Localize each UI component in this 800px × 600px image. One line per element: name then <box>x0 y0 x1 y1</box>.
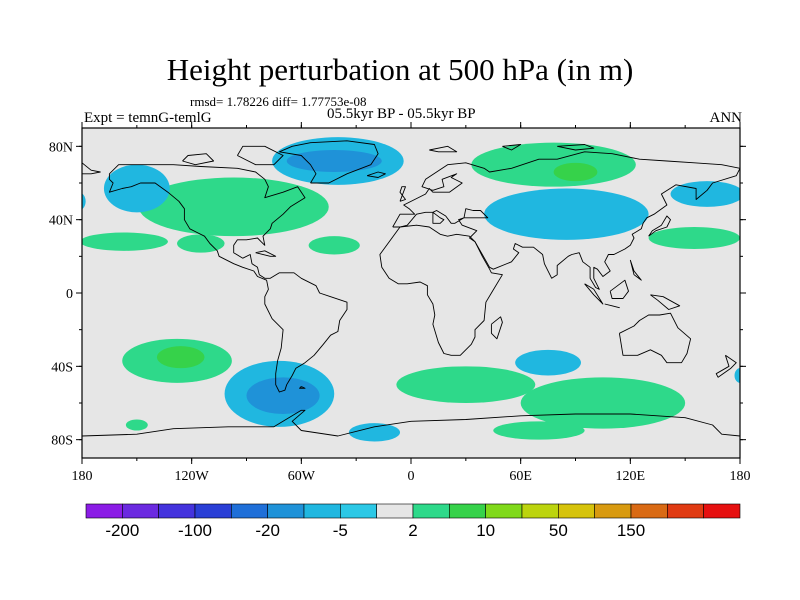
anomaly-layer <box>82 137 740 442</box>
lon-tick-label: 120E <box>616 469 646 484</box>
coastline-15 <box>399 186 406 202</box>
coastline-1 <box>278 140 379 184</box>
colorbar: -200 -100 -20 -5 2 10 50 150 <box>85 503 741 540</box>
positive-anomaly-1 <box>82 232 168 251</box>
coastline-22 <box>502 144 522 151</box>
coastline-16 <box>366 171 386 178</box>
positive-anomaly-11 <box>520 377 686 429</box>
colorbar-box-15 <box>630 503 668 519</box>
negative-anomaly-21 <box>348 423 401 442</box>
colorbar-box-6 <box>303 503 341 519</box>
negative-anomaly-16 <box>484 188 649 240</box>
colorbar-box-1 <box>122 503 159 519</box>
colorbar-label: -20 <box>255 521 280 540</box>
axis-ticks: 80N 40N 0 40S 80S 180 120W 60W 0 60E 120E 180 <box>49 122 751 484</box>
colorbar-box-12 <box>521 503 559 519</box>
negative-anomaly-18 <box>82 193 86 210</box>
coastline-19 <box>299 386 306 389</box>
coastline-21 <box>557 144 595 151</box>
positive-anomaly-5 <box>553 162 598 182</box>
colorbar-box-7 <box>340 503 377 519</box>
colorbar-label: 2 <box>408 521 417 540</box>
coastline-12 <box>648 215 671 237</box>
colorbar-box-2 <box>158 503 196 519</box>
positive-anomaly-12 <box>493 421 585 440</box>
coastline-0 <box>108 164 348 393</box>
positive-anomaly-4 <box>471 142 636 187</box>
positive-anomaly-2 <box>177 234 225 253</box>
negative-anomaly-15 <box>103 164 170 213</box>
colorbar-label: -100 <box>178 521 212 540</box>
positive-anomaly-9 <box>125 419 148 431</box>
colorbar-box-3 <box>194 503 232 519</box>
coastline-2 <box>182 153 215 166</box>
lon-tick-label: 180 <box>72 469 93 484</box>
negative-anomaly-23 <box>734 368 740 383</box>
coastline-5 <box>379 224 503 356</box>
coastline-layer <box>82 140 740 437</box>
lon-tick-label: 60E <box>509 469 532 484</box>
colorbar-box-4 <box>231 503 268 519</box>
colorbar-label: -200 <box>105 521 139 540</box>
lon-tick-label: 120W <box>175 469 210 484</box>
season-label: ANN <box>709 110 743 126</box>
colorbar-box-17 <box>703 503 741 519</box>
coastline-23 <box>429 145 458 153</box>
coastline-13 <box>629 259 642 281</box>
coastline-17 <box>255 250 277 257</box>
experiment-label: Expt = temnG-temlG <box>84 110 212 126</box>
coastline-8 <box>584 283 604 305</box>
coastline-3 <box>237 145 284 166</box>
lon-tick-label: 0 <box>408 469 415 484</box>
colorbar-label: 50 <box>549 521 568 540</box>
colorbar-box-9 <box>412 503 450 519</box>
lat-tick-label: 80S <box>51 434 73 449</box>
positive-anomaly-0 <box>138 177 329 237</box>
colorbar-label: -5 <box>333 521 348 540</box>
positive-anomaly-10 <box>396 366 536 403</box>
period-label: 05.5kyr BP - 05.5kyr BP <box>327 106 476 122</box>
colorbar-box-0 <box>85 503 123 519</box>
positive-anomaly-6 <box>648 227 740 249</box>
coastline-6 <box>618 312 692 364</box>
lat-tick-label: 40N <box>49 214 73 229</box>
negative-anomaly-17 <box>670 181 740 207</box>
lon-tick-label: 60W <box>288 469 316 484</box>
coastline-10 <box>609 279 629 299</box>
coastline-14 <box>490 316 503 340</box>
lat-tick-label: 0 <box>66 287 73 302</box>
coastline-9 <box>604 303 620 309</box>
lon-tick-label: 180 <box>730 469 751 484</box>
positive-anomaly-8 <box>156 346 205 369</box>
coastline-18 <box>82 409 740 437</box>
coastline-11 <box>650 294 681 310</box>
lat-tick-label: 80N <box>49 140 73 155</box>
lat-tick-label: 40S <box>51 360 73 375</box>
colorbar-box-13 <box>558 503 595 519</box>
colorbar-label: 10 <box>476 521 495 540</box>
colorbar-box-16 <box>667 503 704 519</box>
stats-text: rmsd= 1.78226 diff= 1.77753e-08 <box>190 94 367 109</box>
negative-anomaly-14 <box>286 150 382 172</box>
plot-title: Height perturbation at 500 hPa (in m) <box>166 52 634 87</box>
negative-anomaly-22 <box>515 349 581 376</box>
colorbar-box-11 <box>485 503 523 519</box>
coastline-20 <box>82 162 101 175</box>
colorbar-box-10 <box>449 503 486 519</box>
positive-anomaly-3 <box>308 236 360 255</box>
colorbar-box-5 <box>267 503 305 519</box>
coastline-7 <box>715 354 737 378</box>
negative-anomaly-20 <box>246 377 320 414</box>
coastline-4 <box>392 151 740 290</box>
colorbar-box-8 <box>376 503 414 519</box>
colorbar-label: 150 <box>617 521 645 540</box>
colorbar-box-14 <box>594 503 632 519</box>
